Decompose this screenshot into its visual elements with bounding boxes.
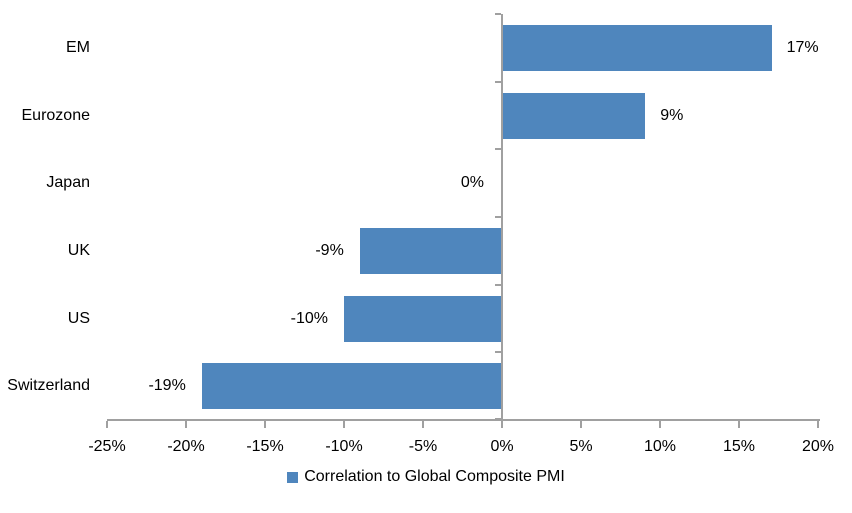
bar-us (344, 295, 502, 342)
legend-swatch-icon (287, 471, 299, 483)
bar-switzerland (201, 363, 502, 410)
value-label-em: 17% (786, 38, 819, 56)
y-axis-line (501, 14, 503, 421)
category-label-eurozone: Eurozone (21, 106, 91, 124)
x-tick-mark (580, 421, 582, 428)
x-tick-label: 15% (722, 438, 756, 455)
x-tick-mark (106, 421, 108, 428)
value-label-eurozone: 9% (660, 106, 684, 124)
x-tick-mark (501, 421, 503, 428)
category-label-us: US (67, 309, 90, 327)
y-axis-tick (495, 216, 501, 218)
x-tick-label: 20% (801, 438, 835, 455)
category-label-japan: Japan (46, 174, 90, 192)
x-tick-label: -20% (167, 438, 205, 455)
x-tick-mark (738, 421, 740, 428)
x-tick-mark (264, 421, 266, 428)
x-tick-label: 10% (643, 438, 677, 455)
y-axis-tick (495, 418, 501, 420)
x-tick-mark (185, 421, 187, 428)
x-tick-mark (659, 421, 661, 428)
x-tick-label: -10% (325, 438, 363, 455)
bar-em (503, 24, 772, 71)
value-label-us: -10% (290, 309, 328, 327)
y-axis-tick (495, 148, 501, 151)
x-tick-mark (343, 421, 345, 428)
value-label-uk: -9% (315, 241, 344, 259)
x-tick-label: -25% (88, 438, 126, 455)
x-axis-line (107, 419, 820, 421)
x-tick-label: -5% (408, 438, 438, 455)
bar-eurozone (503, 92, 646, 139)
value-label-switzerland: -19% (148, 377, 186, 395)
x-tick-mark (817, 421, 819, 428)
x-tick-label: -15% (246, 438, 284, 455)
legend-label: Correlation to Global Composite PMI (304, 468, 565, 485)
y-axis-tick (495, 13, 501, 15)
bar-uk (359, 227, 502, 274)
legend: Correlation to Global Composite PMI (0, 467, 852, 487)
x-tick-label: 5% (569, 438, 593, 455)
value-label-japan: 0% (460, 174, 484, 192)
category-label-uk: UK (67, 241, 90, 259)
y-axis-tick (495, 283, 501, 286)
x-tick-mark (422, 421, 424, 428)
category-label-switzerland: Switzerland (7, 377, 90, 395)
category-label-em: EM (66, 38, 90, 56)
y-axis-tick (495, 80, 501, 83)
x-tick-label: 0% (490, 438, 514, 455)
y-axis-tick (495, 351, 501, 354)
